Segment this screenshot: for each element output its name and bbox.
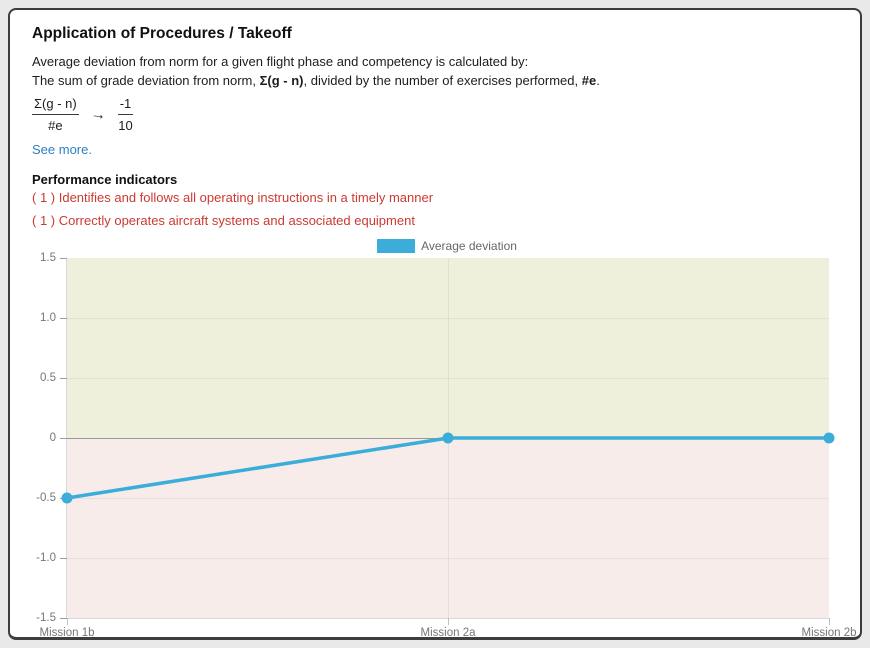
y-axis-label: -1.0	[36, 552, 56, 564]
h-gridline	[67, 378, 829, 379]
formula-result-fraction: -1 10	[117, 96, 134, 133]
y-axis-tick	[60, 318, 67, 319]
y-axis-label: 0	[49, 432, 56, 444]
panel-card: Application of Procedures / Takeoff Aver…	[8, 8, 862, 640]
average-deviation-chart: Average deviation 1.5 1.0 0.5 0 -0.5 -1.0 -1.5…	[24, 238, 856, 639]
performance-indicator-item: ( 1 ) Correctly operates aircraft system…	[32, 212, 415, 228]
formula-numerator: Σ(g - n)	[32, 96, 79, 115]
x-axis-label: Mission 2a	[420, 627, 476, 639]
y-axis-label: -1.5	[36, 612, 56, 624]
y-axis-tick	[60, 618, 67, 619]
h-gridline	[67, 318, 829, 319]
page-title: Application of Procedures / Takeoff	[32, 25, 292, 42]
see-more-link[interactable]: See more.	[32, 142, 92, 157]
plot-area: 1.5 1.0 0.5 0 -0.5 -1.0 -1.5 Mission 1b Mission …	[36, 252, 856, 639]
x-axis-tick	[448, 618, 449, 625]
description-line1: Average deviation from norm for a given …	[32, 54, 529, 69]
series-layer	[61, 432, 835, 504]
y-axis-label: 0.5	[40, 372, 56, 384]
x-axis-tick	[67, 618, 68, 625]
positive-region	[67, 258, 829, 438]
legend-label: Average deviation	[421, 238, 517, 253]
y-axis-tick	[60, 378, 67, 379]
formula-denominator: #e	[48, 118, 63, 133]
y-axis-label: 1.5	[40, 252, 56, 264]
y-axis-label: -0.5	[36, 492, 56, 504]
formula-result-denominator: 10	[118, 118, 133, 133]
formula-result-numerator: -1	[117, 96, 134, 115]
h-gridline	[67, 498, 829, 499]
legend-swatch	[377, 238, 416, 253]
h-gridline	[67, 558, 829, 559]
description-line2: The sum of grade deviation from norm, Σ(…	[32, 73, 600, 88]
data-point[interactable]	[823, 432, 835, 444]
formula: Σ(g - n) #e → -1 10	[32, 96, 846, 133]
legend[interactable]: Average deviation	[66, 238, 828, 253]
y-axis-tick	[60, 438, 67, 439]
performance-indicators-heading: Performance indicators	[32, 172, 178, 187]
performance-indicator-item: ( 1 ) Identifies and follows all operati…	[32, 190, 434, 205]
x-axis-label: Mission 2b	[801, 627, 857, 639]
y-axis-label: 1.0	[40, 312, 56, 324]
y-axis-tick	[60, 558, 67, 559]
y-axis-tick	[60, 258, 67, 259]
series-line	[66, 436, 829, 500]
right-arrow-icon: →	[89, 105, 107, 124]
formula-fraction: Σ(g - n) #e	[32, 96, 79, 133]
x-axis-tick	[829, 618, 830, 625]
data-point[interactable]	[61, 492, 73, 504]
description-text: Average deviation from norm for a given …	[32, 52, 846, 90]
x-axis-label: Mission 1b	[39, 627, 95, 639]
data-point[interactable]	[442, 432, 454, 444]
negative-region	[67, 438, 829, 618]
